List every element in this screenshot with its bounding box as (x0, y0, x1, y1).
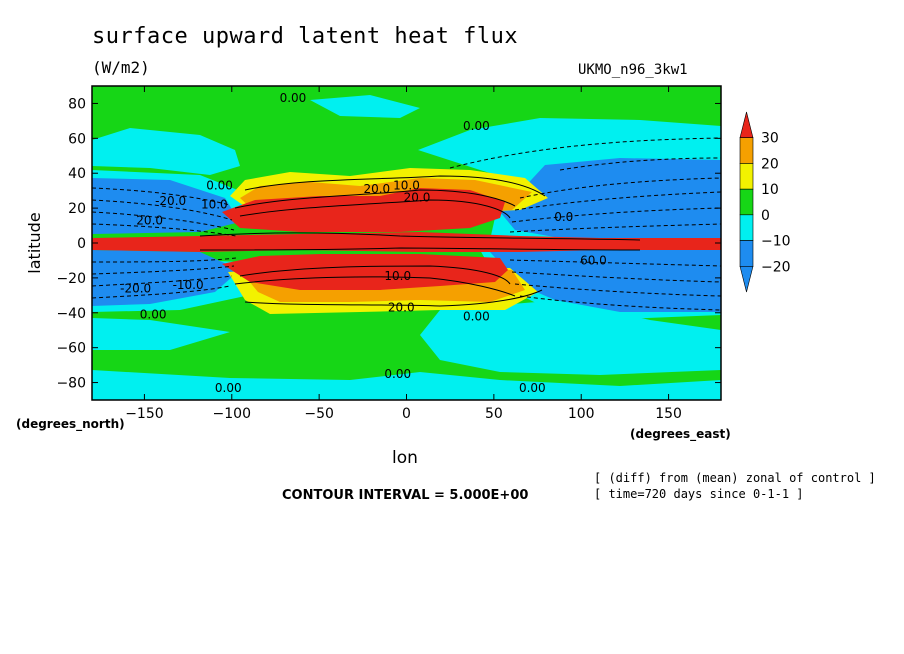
contour-label: 0.00 (140, 308, 167, 322)
contour-labels: 0.000.000.00-20.0 10.020.020.0 10.020.00.0… (120, 91, 607, 395)
red-region-south (222, 254, 508, 290)
y-tick-label: 60 (68, 131, 86, 147)
cyan-region-arctic (310, 95, 420, 118)
contour-label: 0.00 (519, 381, 546, 395)
y-axis-label: latitude (25, 212, 44, 273)
colorbar-segment (739, 111, 754, 139)
y-tick-label: 20 (68, 201, 86, 217)
red-region-equator (92, 232, 721, 252)
contour-interval: CONTOUR INTERVAL = 5.000E+00 (282, 488, 529, 503)
blue-region-west-south (92, 250, 240, 306)
colorbar-segment (739, 240, 754, 267)
contour-label: 10.0 (393, 178, 420, 192)
colorbar-segment (739, 137, 754, 164)
colorbar-label: 10 (761, 182, 779, 198)
x-tick-label: −100 (213, 406, 251, 422)
x-tick-label: 150 (655, 406, 682, 422)
y-axis-ticks: −80 −60 −40 −20 0 20 40 60 80 (56, 96, 721, 392)
x-tick-label: 100 (568, 406, 595, 422)
x-unit-label: (degrees_east) (630, 427, 731, 442)
cyan-region-south-polar (92, 370, 721, 400)
y-tick-label: 40 (68, 166, 86, 182)
y-tick-label: −40 (56, 306, 86, 322)
x-tick-label: 50 (485, 406, 503, 422)
colorbar-segment (739, 214, 754, 241)
colorbar-segment (739, 188, 754, 216)
blue-region-east-north (500, 158, 721, 238)
y-unit-label: (degrees_north) (16, 417, 125, 432)
y-tick-label: −80 (56, 376, 86, 392)
x-tick-label: 0 (402, 406, 411, 422)
contour-label: 0.00 (463, 309, 490, 323)
x-axis-label: lon (392, 448, 418, 468)
contour-label: 0.00 (463, 119, 490, 133)
contour-label: -20.0 (120, 281, 151, 295)
note-time: [ time=720 days since 0-1-1 ] (594, 487, 804, 501)
dashed-contour-lines (92, 137, 721, 311)
contour-label: 0.00 (206, 178, 233, 192)
colorbar-segment (739, 265, 754, 293)
colorbar-label: 30 (761, 131, 779, 147)
cyan-region-south-west (92, 318, 230, 350)
y-tick-label: 0 (77, 236, 86, 252)
colorbar-segment (739, 163, 754, 190)
x-tick-label: −150 (125, 406, 163, 422)
contour-label: 20.0 (404, 191, 431, 205)
colorbar-label: −20 (761, 259, 791, 275)
contour-label: 20.0 (363, 182, 390, 196)
y-tick-label: −60 (56, 341, 86, 357)
colorbar-label: −10 (761, 234, 791, 250)
contour-label: 0.0 (554, 210, 573, 224)
colorbar-label: 0 (761, 208, 770, 224)
blue-region-east-south (490, 250, 721, 312)
contour-label: 0.00 (280, 91, 307, 105)
contour-label: 10.0 (384, 269, 411, 283)
contour-label: -20.0 (155, 194, 186, 208)
contour-field (92, 86, 721, 400)
contour-label: 0.00 (384, 367, 411, 381)
contour-label: 20.0 (388, 301, 415, 315)
colorbar-label: 20 (761, 156, 779, 172)
cyan-region-south-mid (420, 300, 721, 375)
x-axis-ticks: −150 −100 −50 0 50 100 150 (125, 86, 682, 422)
contour-lines (199, 175, 641, 307)
chart-units: (W/m2) (92, 58, 150, 77)
contour-label: -10.0 (173, 278, 204, 292)
contour-label: 60.0 (580, 253, 607, 267)
model-name: UKMO_n96_3kw1 (578, 62, 688, 78)
blue-region-west-north (92, 178, 240, 234)
contour-label: 10.0 (201, 198, 228, 212)
chart-title: surface upward latent heat flux (92, 24, 519, 49)
note-diff: [ (diff) from (mean) zonal of control ] (594, 471, 876, 485)
y-tick-label: 80 (68, 96, 86, 112)
contour-label: 0.00 (215, 381, 242, 395)
colorbar: 30 20 10 0 −10 −20 (739, 111, 791, 293)
contour-label: 20.0 (136, 213, 163, 227)
cyan-region-north-pacific (92, 128, 240, 175)
y-tick-label: −20 (56, 271, 86, 287)
x-tick-label: −50 (304, 406, 334, 422)
